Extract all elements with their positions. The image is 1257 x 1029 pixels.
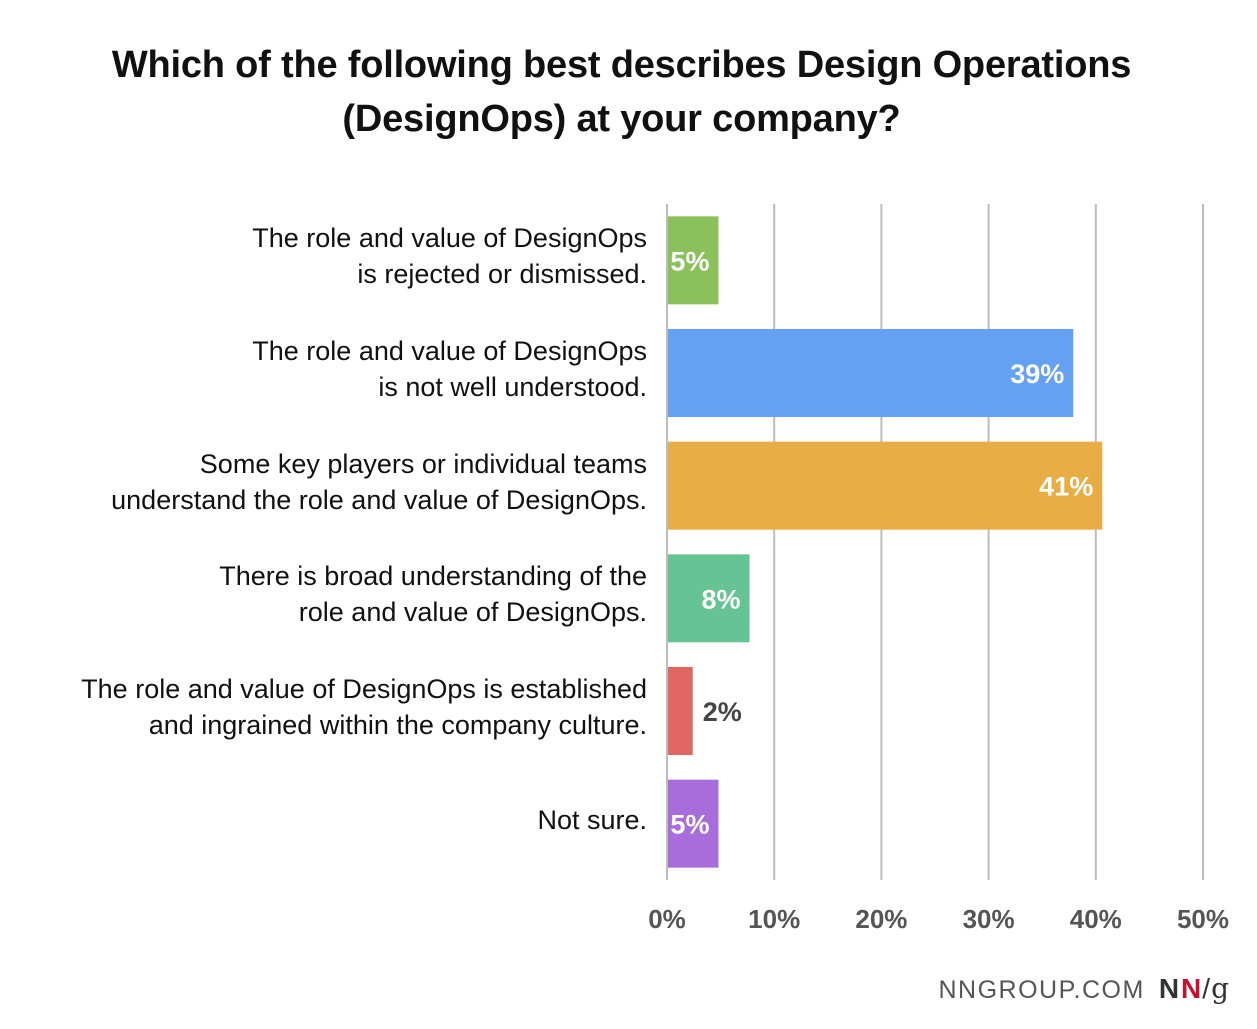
category-label: There is broad understanding of the role … xyxy=(7,558,647,630)
nngroup-logo: N N / g xyxy=(1159,972,1229,1005)
category-label-line: The role and value of DesignOps xyxy=(252,223,647,254)
bar xyxy=(667,441,1103,530)
x-tick-label: 20% xyxy=(855,904,907,934)
footer: NNGROUP.COM N N / g xyxy=(938,972,1229,1005)
bar-value-label: 41% xyxy=(1039,472,1093,502)
bar xyxy=(667,667,693,755)
category-label-line: There is broad understanding of the xyxy=(219,561,647,592)
category-label: Some key players or individual teams unde… xyxy=(7,446,647,518)
bar-value-label: 5% xyxy=(670,810,709,840)
chart-title: Which of the following best describes De… xyxy=(0,38,1243,146)
category-label-line: understand the role and value of DesignO… xyxy=(111,484,647,515)
x-tick-label: 50% xyxy=(1177,904,1229,934)
logo-letter-g: g xyxy=(1211,972,1229,1005)
logo-letter-n1: N xyxy=(1158,973,1180,1004)
category-label-line: role and value of DesignOps. xyxy=(298,597,647,628)
logo-slash: / xyxy=(1202,973,1211,1004)
bar-value-label: 2% xyxy=(703,697,742,727)
site-url: NNGROUP.COM xyxy=(938,976,1145,1004)
category-label-line: and ingrained within the company culture… xyxy=(148,710,647,740)
category-label: Not sure. xyxy=(7,802,647,838)
category-label: The role and value of DesignOps is not we… xyxy=(7,333,647,405)
category-label: The role and value of DesignOps is reject… xyxy=(7,220,647,292)
category-label-line: Some key players or individual teams xyxy=(199,448,647,479)
category-label-line: The role and value of DesignOps xyxy=(252,336,647,366)
bar-value-label: 8% xyxy=(702,584,741,614)
chart-title-line-2: (DesignOps) at your company? xyxy=(342,98,901,140)
bar xyxy=(667,329,1074,417)
bar-value-label: 39% xyxy=(1010,359,1064,389)
x-tick-label: 10% xyxy=(748,904,800,934)
category-label-line: Not sure. xyxy=(537,804,647,835)
bar-value-label: 5% xyxy=(670,246,709,276)
category-label-line: is not well understood. xyxy=(378,372,647,402)
category-label-line: The role and value of DesignOps is estab… xyxy=(81,674,647,704)
x-tick-label: 0% xyxy=(648,904,686,934)
bar xyxy=(667,779,719,868)
x-tick-label: 30% xyxy=(963,904,1015,934)
bar xyxy=(667,554,750,643)
bar xyxy=(667,216,719,305)
x-tick-label: 40% xyxy=(1070,904,1122,934)
category-label-line: is rejected or dismissed. xyxy=(357,259,647,290)
category-label: The role and value of DesignOps is estab… xyxy=(7,671,647,743)
logo-letter-n2: N xyxy=(1181,973,1202,1004)
chart-title-line-1: Which of the following best describes De… xyxy=(111,44,1132,86)
